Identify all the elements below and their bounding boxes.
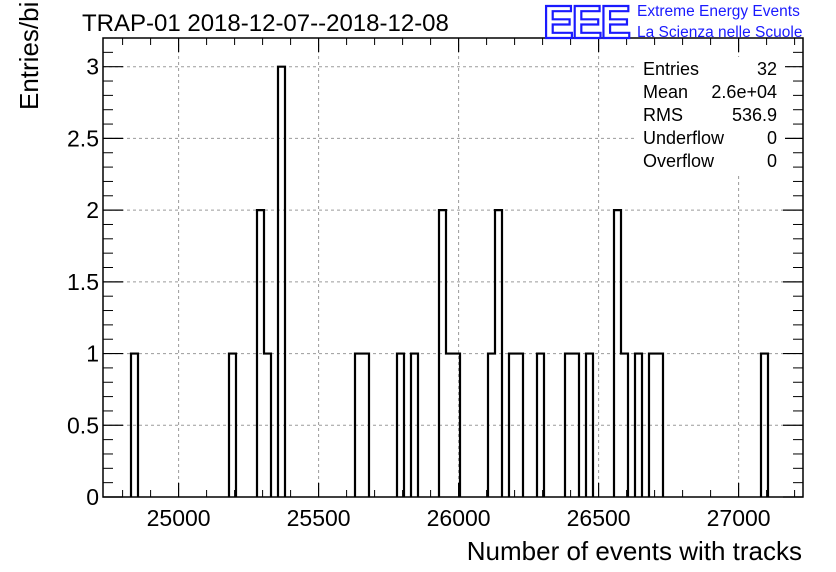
histogram-bin [621,354,628,497]
stat-rms-value: 536.9 [731,105,777,125]
eee-logo-icon: EEE [543,2,631,42]
histogram-bin [635,354,642,497]
stat-entries-value: 32 [756,59,777,79]
x-axis-label: Number of events with tracks [466,536,802,566]
svg-text:EEE: EEE [543,2,629,42]
histogram-bin [411,354,418,497]
y-tick-label: 1.5 [67,269,99,295]
stat-rms: RMS 536.9 [643,105,777,127]
stat-entries-label: Entries [643,59,700,79]
logo-line-1: Extreme Energy Events [637,3,800,20]
histogram-bin [397,354,404,497]
y-tick-label: 3 [86,54,99,80]
histogram-bin [586,354,593,497]
histogram-bin [439,210,446,497]
stat-mean-label: Mean [643,82,689,102]
histogram-bin [131,354,138,497]
histogram-bin [355,354,362,497]
histogram-bin [614,210,621,497]
y-tick-label: 2.5 [67,125,99,151]
stat-underflow-value: 0 [766,128,777,148]
histogram-bin [509,354,516,497]
x-tick-label: 25000 [147,505,211,531]
histogram-bin [453,354,460,497]
histogram-bars [129,65,770,497]
histogram-bin [572,354,579,497]
histogram-bin [264,354,271,497]
histogram-bin [362,354,369,497]
histogram-bin [257,210,264,497]
histogram-bin [229,354,236,497]
histogram-bin [495,210,502,497]
histogram-bin [446,354,453,497]
histogram-bin [516,354,523,497]
histogram-bin [537,354,544,497]
histogram-outline [129,65,770,497]
stat-underflow: Underflow 0 [643,128,777,150]
stat-mean-value: 2.6e+04 [711,82,777,102]
x-tick-label: 25500 [287,505,351,531]
y-tick-label: 0 [86,484,99,510]
stat-overflow-value: 0 [766,151,777,171]
y-tick-label: 1 [86,341,99,367]
stat-mean: Mean 2.6e+04 [643,82,777,104]
logo-line-2: La Scienza nelle Scuole [637,24,803,41]
stat-entries: Entries 32 [643,59,777,81]
y-axis-label: Entries/bin [14,0,44,110]
axis-ticks [103,38,803,498]
histogram-bin [649,354,656,497]
chart-title: TRAP-01 2018-12-07--2018-12-08 [82,10,449,37]
histogram-bin [761,354,768,497]
histogram-bin [565,354,572,497]
y-tick-label: 2 [86,197,99,223]
stat-underflow-label: Underflow [643,128,725,148]
stat-overflow: Overflow 0 [643,151,777,173]
histogram-bin [656,354,663,497]
stat-rms-label: RMS [643,105,683,125]
axis-tick-labels: 25000 25500 26000 26500 27000 0 0.5 1 1.5 2 2.5 3 [67,54,771,531]
histogram-bin [278,67,285,497]
x-tick-label: 26500 [567,505,631,531]
stats-box: Entries 32 Mean 2.6e+04 RMS 536.9 Underf… [637,57,785,175]
x-tick-label: 27000 [707,505,771,531]
x-tick-label: 26000 [427,505,491,531]
stat-overflow-label: Overflow [643,151,715,171]
histogram-bin [488,354,495,497]
y-tick-label: 0.5 [67,412,99,438]
